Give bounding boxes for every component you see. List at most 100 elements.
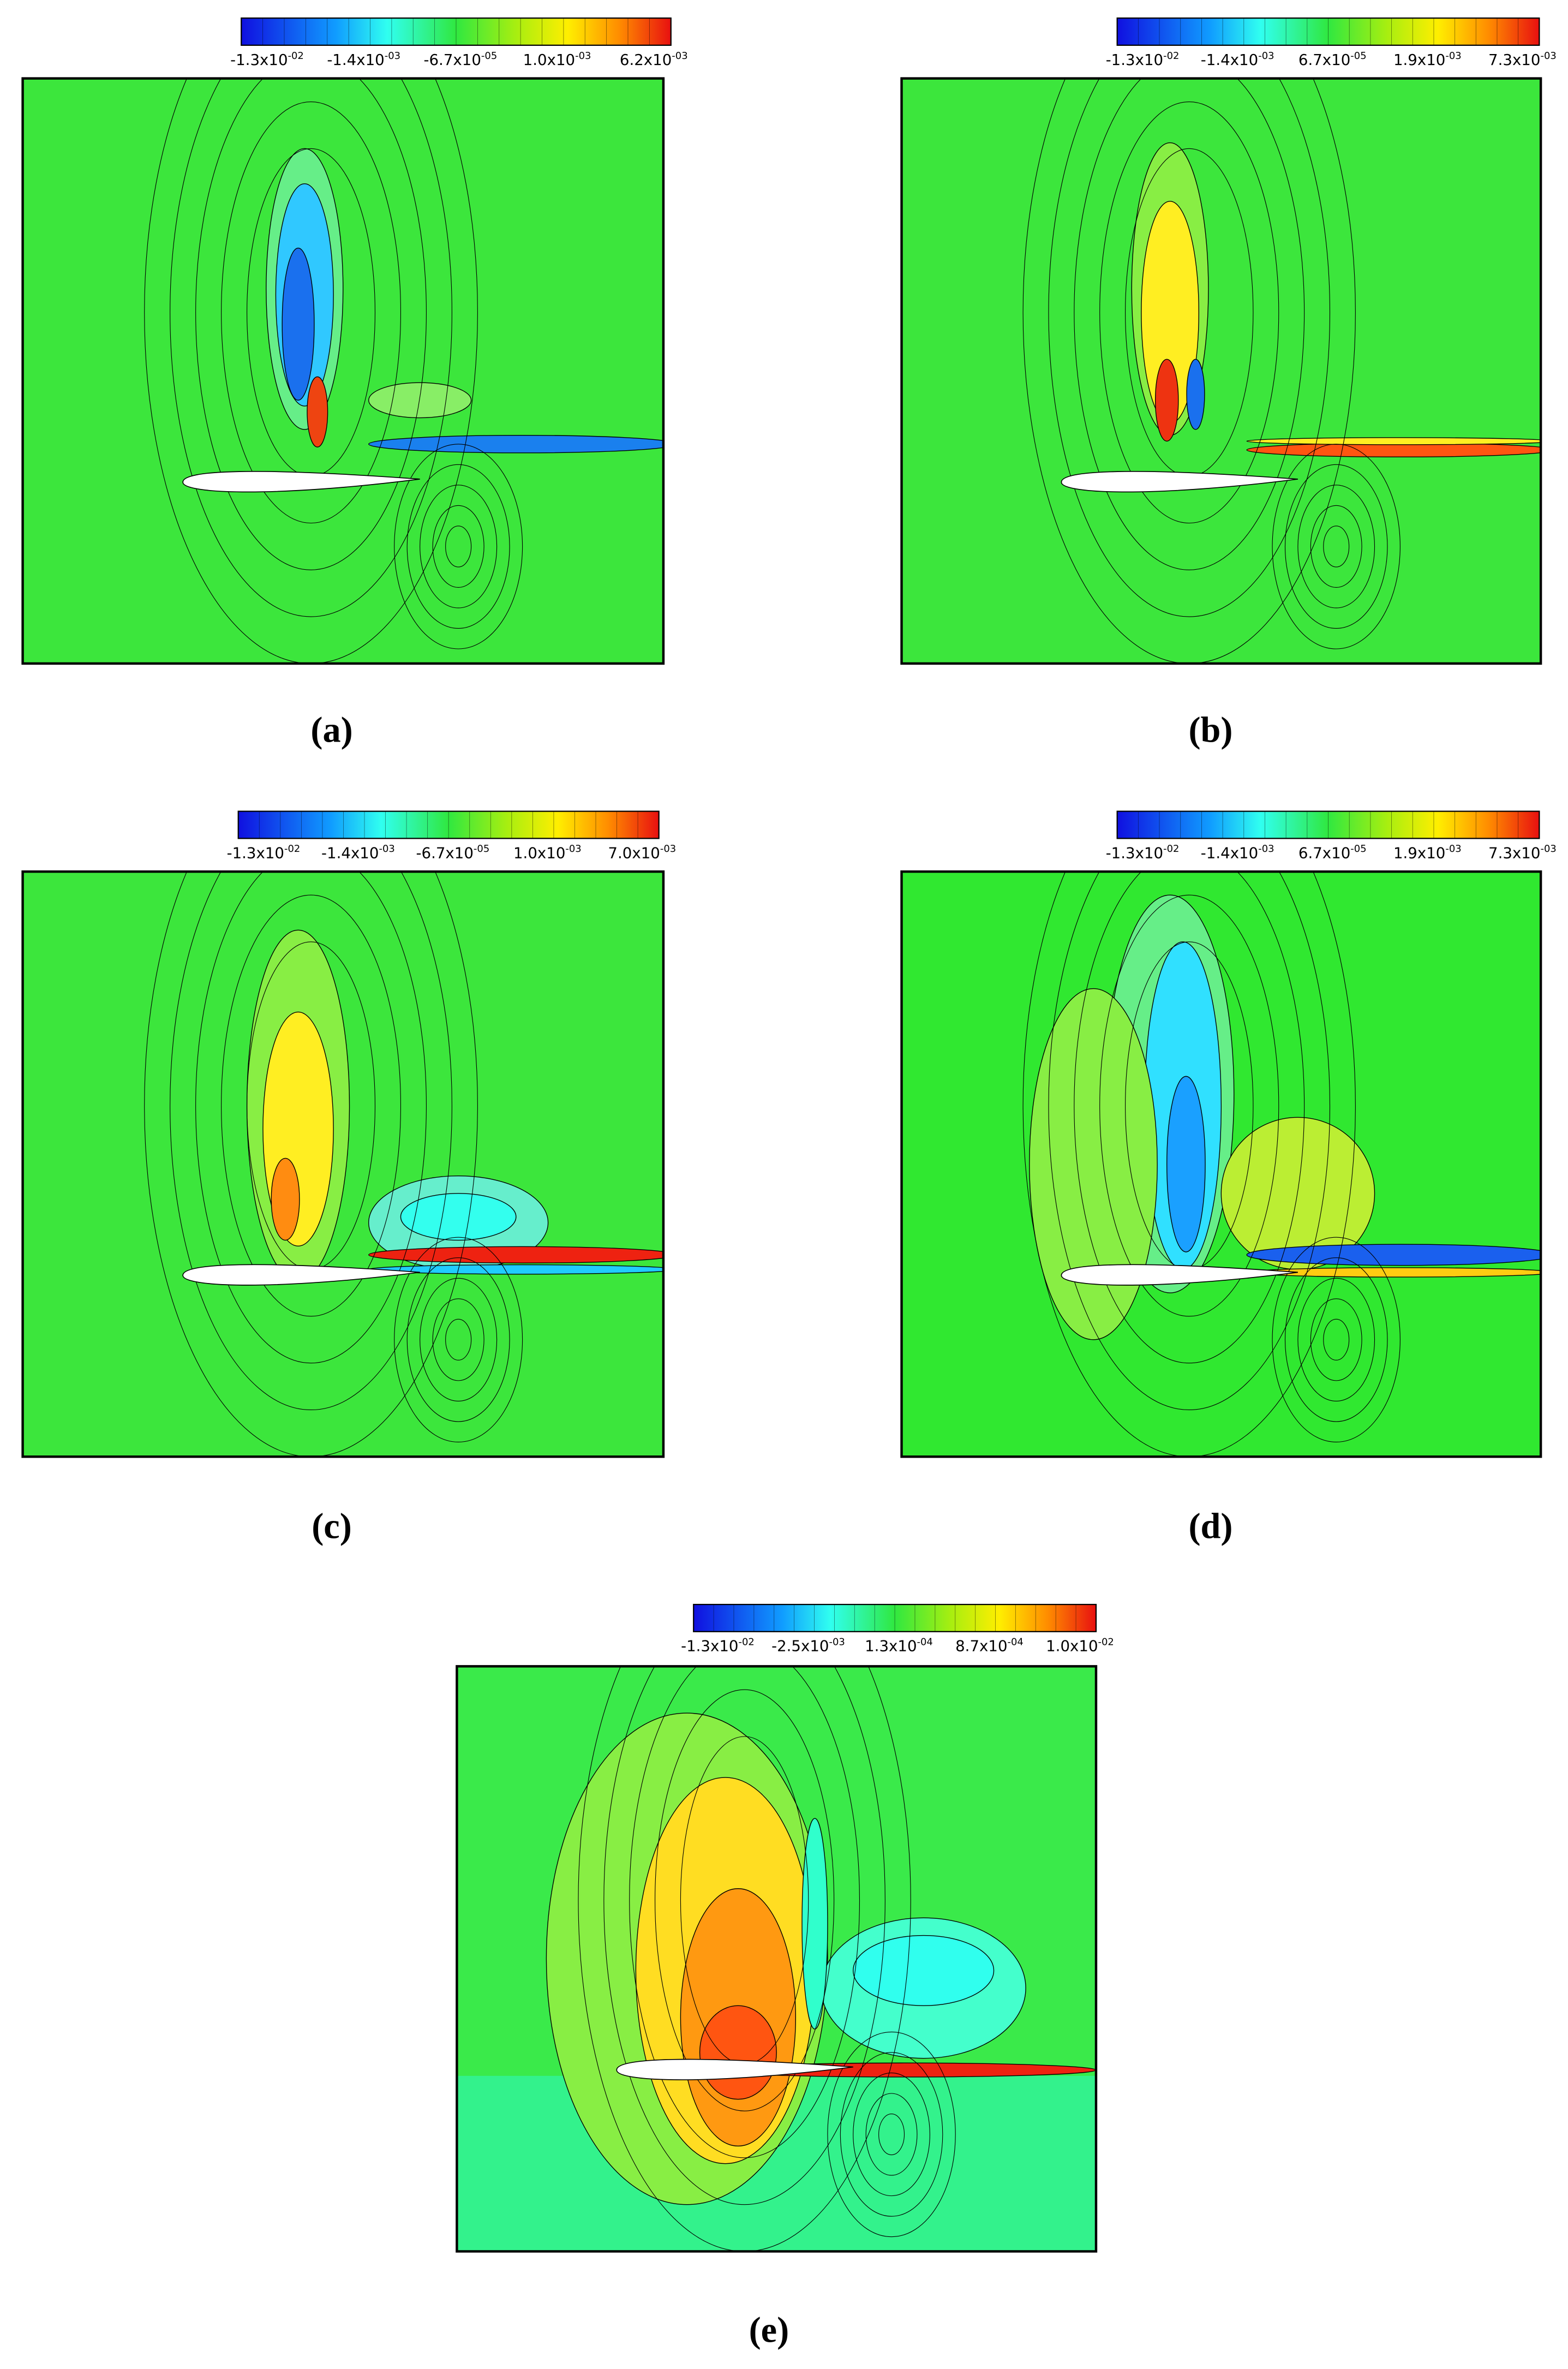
colorbar-label: 7.3x10-03 [1488, 843, 1557, 862]
colorbar-label: 1.9x10-03 [1393, 843, 1462, 862]
colorbar-label: 8.7x10-04 [955, 1637, 1024, 1655]
contour-line [1284, 464, 1388, 629]
contour-region [307, 376, 328, 447]
contour-region [853, 1935, 995, 2006]
label-base: 1.0x10 [523, 51, 575, 69]
contour-line [221, 102, 402, 524]
label-base: 1.0x10 [1046, 1637, 1098, 1655]
label-exponent: -03 [565, 843, 581, 855]
contour-region [699, 2005, 777, 2100]
contour-line [221, 894, 402, 1317]
airfoil [1061, 471, 1298, 493]
plot-frame [900, 77, 1542, 665]
colorbar-label: 1.3x10-04 [865, 1637, 933, 1655]
field-background [22, 78, 663, 664]
panel: -1.3x10-02 -2.5x10-03 1.3x10-04 8.7x10-04 1.… [456, 1603, 1114, 2350]
contour-line [1048, 872, 1330, 1410]
plot-frame [21, 870, 665, 1458]
label-exponent: -03 [379, 843, 394, 855]
contour-line [1099, 894, 1279, 1317]
colorbar-label: -6.7x10-05 [416, 843, 490, 862]
airfoil [182, 1264, 420, 1286]
contour-line [1048, 78, 1330, 617]
label-exponent: -04 [917, 1637, 933, 1648]
contour-region [1029, 988, 1158, 1340]
contour-line [394, 1237, 523, 1443]
contour-line [603, 1666, 885, 2205]
caption: (b) [1188, 710, 1232, 750]
label-exponent: -03 [1445, 50, 1461, 62]
contour-line [1272, 444, 1401, 649]
contour-region [368, 434, 663, 453]
contour-line [1099, 102, 1279, 524]
label-exponent: -03 [1445, 843, 1461, 855]
label-base: 8.7x10 [955, 1637, 1007, 1655]
label-base: -6.7x10 [424, 51, 481, 69]
contour-line [394, 444, 523, 649]
label-base: 7.3x10 [1488, 844, 1540, 862]
panel: -1.3x10-02 -1.4x10-03 6.7x10-05 1.9x10-03 7.… [900, 810, 1557, 1546]
airfoil [1061, 1264, 1298, 1286]
label-exponent: -03 [1258, 50, 1274, 62]
plot-frame [456, 1665, 1098, 2253]
label-base: 1.9x10 [1393, 51, 1445, 69]
caption: (d) [1188, 1506, 1232, 1546]
label-exponent: -03 [385, 50, 400, 62]
contour-line [1272, 1237, 1401, 1443]
contour-line [1074, 78, 1305, 570]
label-base: 6.2x10 [620, 51, 672, 69]
label-base: -1.4x10 [327, 51, 384, 69]
label-exponent: -05 [1350, 843, 1366, 855]
colorbar-label: 1.0x10-03 [513, 843, 582, 862]
contour-line [420, 485, 498, 608]
panel: -1.3x10-02 -1.4x10-03 -6.7x10-05 1.0x10-03 7… [21, 810, 676, 1546]
label-base: 7.3x10 [1488, 51, 1540, 69]
contour-region [1246, 437, 1541, 445]
label-base: 6.7x10 [1298, 51, 1350, 69]
caption: (c) [312, 1506, 352, 1546]
contour-region [1186, 359, 1205, 430]
label-exponent: -02 [1163, 50, 1179, 62]
label-exponent: -03 [1540, 843, 1556, 855]
contour-line [1310, 505, 1362, 588]
label-base: 1.3x10 [865, 1637, 917, 1655]
colorbar-label: -1.3x10-02 [681, 1637, 755, 1655]
contour-line [827, 2031, 956, 2237]
colorbar-label: 7.0x10-03 [608, 843, 676, 862]
label-exponent: -03 [1540, 50, 1556, 62]
contour-line [432, 505, 484, 588]
contour-line [195, 872, 427, 1364]
contour-line [144, 78, 478, 664]
contour-line [195, 78, 427, 570]
contour-line [865, 2093, 918, 2176]
contour-region [400, 1193, 517, 1241]
label-base: -6.7x10 [416, 844, 474, 862]
label-exponent: -05 [1350, 50, 1366, 62]
label-exponent: -04 [1008, 1637, 1024, 1648]
contour-region [1154, 359, 1179, 442]
plot-frame [21, 77, 665, 665]
label-exponent: -02 [739, 1637, 755, 1648]
contour-line [629, 1666, 860, 2158]
colorbar-label: -1.4x10-03 [1201, 50, 1274, 69]
colorbar-label: -1.3x10-02 [230, 50, 304, 69]
contour-field [901, 78, 1541, 664]
contour-line [878, 2113, 905, 2156]
contour-line [1284, 1257, 1388, 1422]
label-exponent: -03 [575, 50, 591, 62]
contour-line [420, 1278, 498, 1401]
colorbar-label: 6.2x10-03 [620, 50, 688, 69]
label-base: -1.3x10 [1106, 51, 1163, 69]
label-exponent: -02 [288, 50, 304, 62]
contour-line [1297, 485, 1375, 608]
label-exponent: -03 [829, 1637, 845, 1648]
label-base: -1.3x10 [681, 1637, 738, 1655]
contour-line [1297, 1278, 1375, 1401]
label-base: 6.7x10 [1298, 844, 1350, 862]
contour-line [445, 1318, 472, 1360]
panel: -1.3x10-02 -1.4x10-03 6.7x10-05 1.9x10-03 7.… [900, 17, 1557, 750]
contour-line [1323, 526, 1350, 568]
label-base: -1.3x10 [230, 51, 288, 69]
colorbar-label: -1.4x10-03 [321, 843, 395, 862]
contour-field [457, 1666, 1096, 2252]
